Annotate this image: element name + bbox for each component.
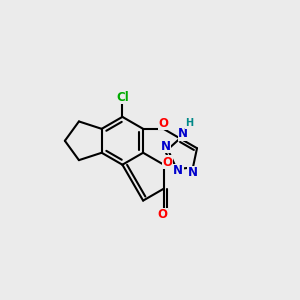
Text: Cl: Cl	[116, 91, 129, 104]
Text: N: N	[173, 164, 183, 178]
Text: O: O	[158, 117, 168, 130]
Text: O: O	[157, 208, 167, 221]
Text: H: H	[185, 118, 193, 128]
Text: N: N	[178, 127, 188, 140]
Text: O: O	[163, 156, 172, 169]
Text: N: N	[160, 140, 170, 152]
Text: N: N	[188, 167, 198, 179]
